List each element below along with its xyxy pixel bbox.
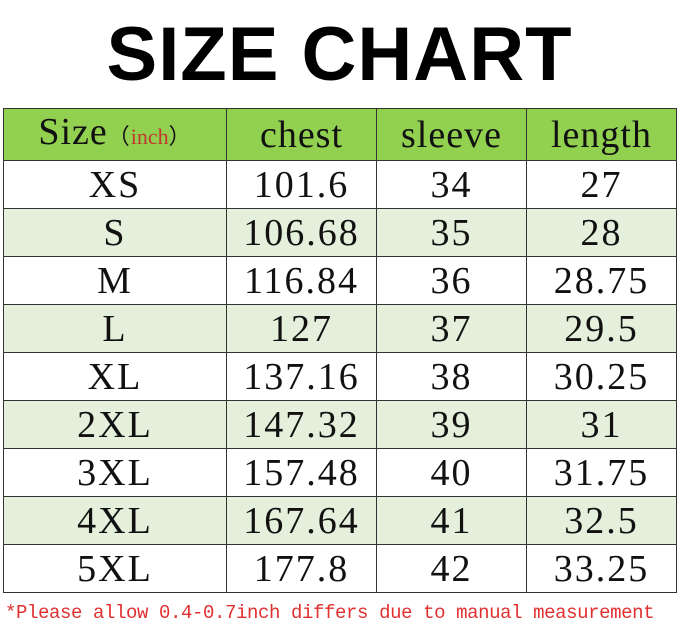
table-row: S 106.68 35 28 (3, 208, 677, 257)
cell-chest: 116.84 (226, 256, 377, 305)
cell-size: S (3, 208, 227, 257)
cell-chest: 101.6 (226, 160, 377, 209)
cell-size: M (3, 256, 227, 305)
table-row: M 116.84 36 28.75 (3, 256, 677, 305)
cell-sleeve: 41 (376, 496, 527, 545)
cell-length: 30.25 (526, 352, 677, 401)
cell-chest: 147.32 (226, 400, 377, 449)
page-title: SIZE CHART (106, 12, 573, 97)
cell-chest: 177.8 (226, 544, 377, 593)
cell-chest: 137.16 (226, 352, 377, 401)
cell-sleeve: 36 (376, 256, 527, 305)
cell-sleeve: 40 (376, 448, 527, 497)
table-row: 2XL 147.32 39 31 (3, 400, 677, 449)
cell-length: 32.5 (526, 496, 677, 545)
cell-size: 2XL (3, 400, 227, 449)
cell-sleeve: 34 (376, 160, 527, 209)
header-size: Size（inch） (3, 108, 227, 161)
table-row: 4XL 167.64 41 32.5 (3, 496, 677, 545)
header-unit: inch (130, 124, 169, 149)
header-size-label: Size (38, 111, 108, 153)
header-chest: chest (226, 108, 377, 161)
cell-length: 29.5 (526, 304, 677, 353)
paren-close: ） (168, 124, 192, 149)
cell-size: XL (3, 352, 227, 401)
cell-sleeve: 38 (376, 352, 527, 401)
table-row: 3XL 157.48 40 31.75 (3, 448, 677, 497)
table-row: XS 101.6 34 27 (3, 160, 677, 209)
table-row: L 127 37 29.5 (3, 304, 677, 353)
cell-length: 31 (526, 400, 677, 449)
cell-size: 4XL (3, 496, 227, 545)
cell-chest: 167.64 (226, 496, 377, 545)
cell-length: 28.75 (526, 256, 677, 305)
cell-length: 33.25 (526, 544, 677, 593)
measurement-note: *Please allow 0.4-0.7inch differs due to… (5, 602, 655, 624)
cell-size: L (3, 304, 227, 353)
cell-sleeve: 42 (376, 544, 527, 593)
cell-chest: 106.68 (226, 208, 377, 257)
cell-length: 27 (526, 160, 677, 209)
table-row: XL 137.16 38 30.25 (3, 352, 677, 401)
header-length: length (526, 108, 677, 161)
table-header-row: Size（inch） chest sleeve length (3, 108, 677, 161)
paren-open: （ (107, 124, 131, 149)
cell-chest: 127 (226, 304, 377, 353)
cell-length: 31.75 (526, 448, 677, 497)
table-row: 5XL 177.8 42 33.25 (3, 544, 677, 593)
cell-sleeve: 37 (376, 304, 527, 353)
cell-size: XS (3, 160, 227, 209)
cell-size: 3XL (3, 448, 227, 497)
size-table: Size（inch） chest sleeve length XS 101.6 34… (3, 108, 677, 593)
cell-size: 5XL (3, 544, 227, 593)
cell-length: 28 (526, 208, 677, 257)
header-sleeve: sleeve (376, 108, 527, 161)
cell-chest: 157.48 (226, 448, 377, 497)
cell-sleeve: 35 (376, 208, 527, 257)
cell-sleeve: 39 (376, 400, 527, 449)
